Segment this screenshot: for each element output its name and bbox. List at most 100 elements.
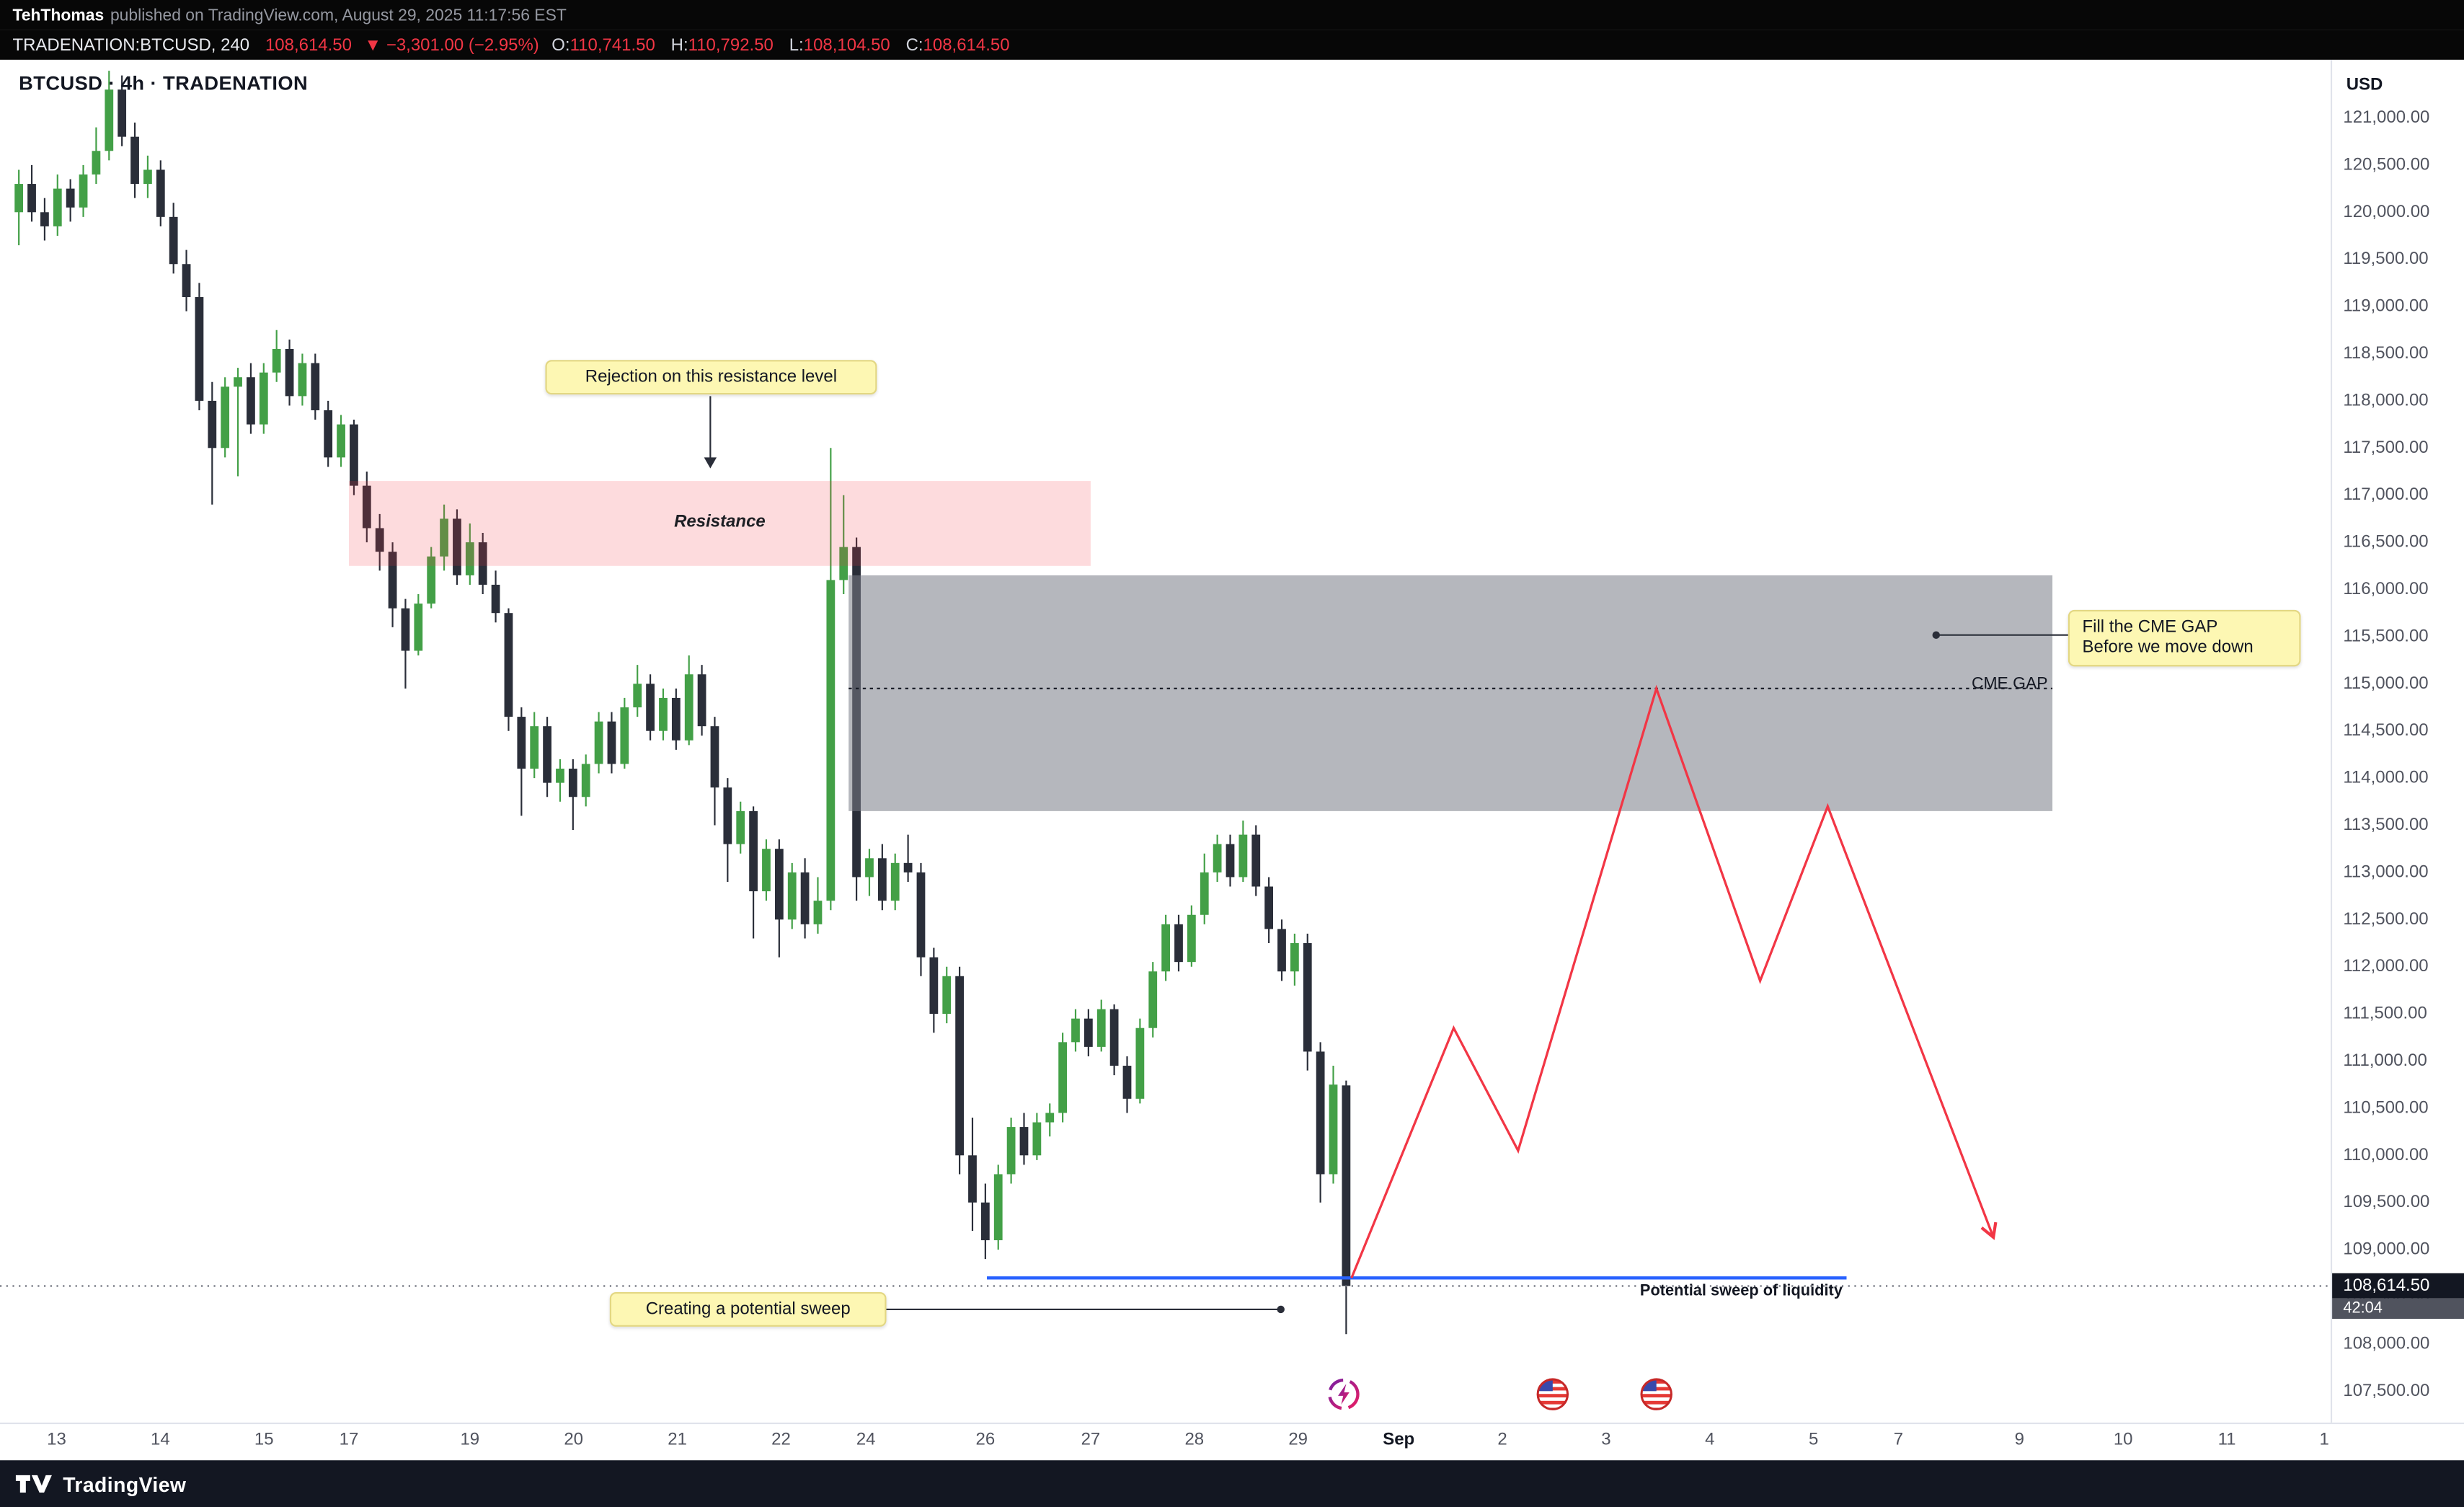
symbol-name[interactable]: TRADENATION:BTCUSD, 240 (12, 35, 250, 55)
resistance-zone[interactable] (348, 481, 1091, 566)
price-tick: 116,000.00 (2343, 580, 2429, 599)
candle-body (324, 410, 333, 458)
ohlc-high: H:110,792.50 (670, 35, 774, 55)
price-tick: 114,000.00 (2343, 769, 2429, 788)
candle-body (234, 377, 242, 387)
candle-body (118, 89, 127, 137)
candle-body (40, 212, 49, 226)
time-tick: 22 (771, 1430, 791, 1449)
candle-body (298, 363, 307, 397)
current-price-marker: 108,614.50 42:04 (2332, 1273, 2464, 1320)
author-name[interactable]: TehThomas (12, 5, 105, 25)
footer-bar: TradingView (0, 1460, 2464, 1507)
candle-body (1122, 1066, 1132, 1099)
resistance-zone-label: Resistance (674, 512, 766, 531)
candle-body (530, 726, 539, 769)
time-axis[interactable]: 13 14 15 17 19 20 21 22 24 26 27 28 29 Sep 2 3 4 5 7 9 10 11 1 (0, 1422, 2464, 1461)
candle-body (491, 584, 500, 614)
tradingview-logo-icon[interactable] (15, 1475, 52, 1493)
time-tick: 3 (1601, 1430, 1611, 1449)
candle-body (684, 674, 693, 741)
candle-body (388, 552, 397, 609)
candle-body (633, 684, 642, 707)
candle-body (646, 684, 655, 731)
candle-body (1213, 844, 1222, 872)
callout-fill-gap-line2: Before we move down (2082, 638, 2254, 658)
candle-body (350, 424, 358, 486)
time-tick: 17 (339, 1430, 359, 1449)
candle-body (787, 872, 797, 920)
callout-rejection-text: Rejection on this resistance level (585, 368, 838, 387)
price-tick: 107,500.00 (2343, 1382, 2430, 1401)
candle-body (1096, 1009, 1106, 1047)
price-tick: 118,000.00 (2343, 391, 2429, 410)
candle-body (375, 528, 384, 552)
candle-body (1174, 924, 1183, 963)
candle-body (968, 1155, 977, 1203)
candle-body (1071, 1018, 1080, 1043)
candle-body (1187, 914, 1196, 963)
candle-body (736, 810, 745, 844)
candle-body (221, 386, 230, 448)
candle-body (955, 976, 964, 1156)
candle-body (182, 264, 191, 298)
cme-gap-zone[interactable] (848, 575, 2053, 811)
callout-fill-cme-gap[interactable]: Fill the CME GAP Before we move down (2068, 609, 2301, 667)
candle-body (27, 184, 36, 213)
price-tick: 111,000.00 (2343, 1051, 2427, 1071)
price-tick: 108,000.00 (2343, 1334, 2430, 1353)
candle-body (1032, 1122, 1042, 1156)
projection-path[interactable] (1350, 684, 1998, 1278)
price-tick: 111,500.00 (2343, 1004, 2427, 1024)
candle-body (929, 957, 939, 1015)
price-tick: 118,500.00 (2343, 344, 2429, 363)
price-tick: 121,000.00 (2343, 108, 2430, 128)
candle-body (1290, 943, 1299, 972)
candle-body (130, 136, 139, 185)
time-tick: 9 (2014, 1430, 2024, 1449)
time-tick: 21 (668, 1430, 687, 1449)
callout-rejection[interactable]: Rejection on this resistance level (545, 360, 877, 395)
time-tick: 15 (254, 1430, 274, 1449)
currency-label[interactable]: USD (2346, 75, 2383, 94)
candle-body (1161, 924, 1171, 972)
callout-potential-sweep[interactable]: Creating a potential sweep (609, 1291, 887, 1327)
time-tick: 24 (856, 1430, 876, 1449)
candle-body (1019, 1127, 1029, 1156)
us-economic-event-icon[interactable] (1535, 1377, 1570, 1412)
time-tick: 14 (151, 1430, 170, 1449)
candle-body (1329, 1084, 1338, 1175)
candle-body (1135, 1028, 1145, 1099)
candle-body (903, 862, 913, 872)
candle-body (337, 424, 345, 458)
candle-body (1316, 1051, 1325, 1175)
price-axis[interactable]: 121,000.00 120,500.00 120,000.00 119,500.00… (2332, 60, 2464, 1423)
time-tick: 11 (2217, 1430, 2236, 1449)
time-tick: 13 (47, 1430, 66, 1449)
candle-body (285, 348, 294, 397)
time-tick: 19 (460, 1430, 480, 1449)
candle-body (543, 726, 551, 783)
price-tick: 119,000.00 (2343, 297, 2429, 317)
time-tick: 2 (1497, 1430, 1507, 1449)
us-economic-event-icon[interactable] (1639, 1377, 1674, 1412)
candle-body (1148, 971, 1158, 1028)
price-tick: 112,000.00 (2343, 957, 2429, 976)
candle-body (66, 188, 75, 208)
time-tick: 28 (1184, 1430, 1205, 1449)
tradingview-wordmark[interactable]: TradingView (63, 1472, 187, 1496)
spread-lightning-icon[interactable] (1326, 1377, 1361, 1412)
ohlc-low: L:108,104.50 (789, 35, 890, 55)
ohlc-open: O:110,741.50 (551, 35, 655, 55)
candle-body (774, 849, 784, 920)
price-tick: 120,500.00 (2343, 155, 2430, 174)
candle-body (659, 697, 668, 731)
time-tick: 29 (1288, 1430, 1308, 1449)
candle-body (1303, 943, 1312, 1052)
candle-body (1200, 872, 1209, 915)
price-tick: 119,500.00 (2343, 249, 2429, 269)
candle-body (749, 810, 758, 892)
chart-legend-title[interactable]: BTCUSD · 4h · TRADENATION (19, 72, 309, 94)
